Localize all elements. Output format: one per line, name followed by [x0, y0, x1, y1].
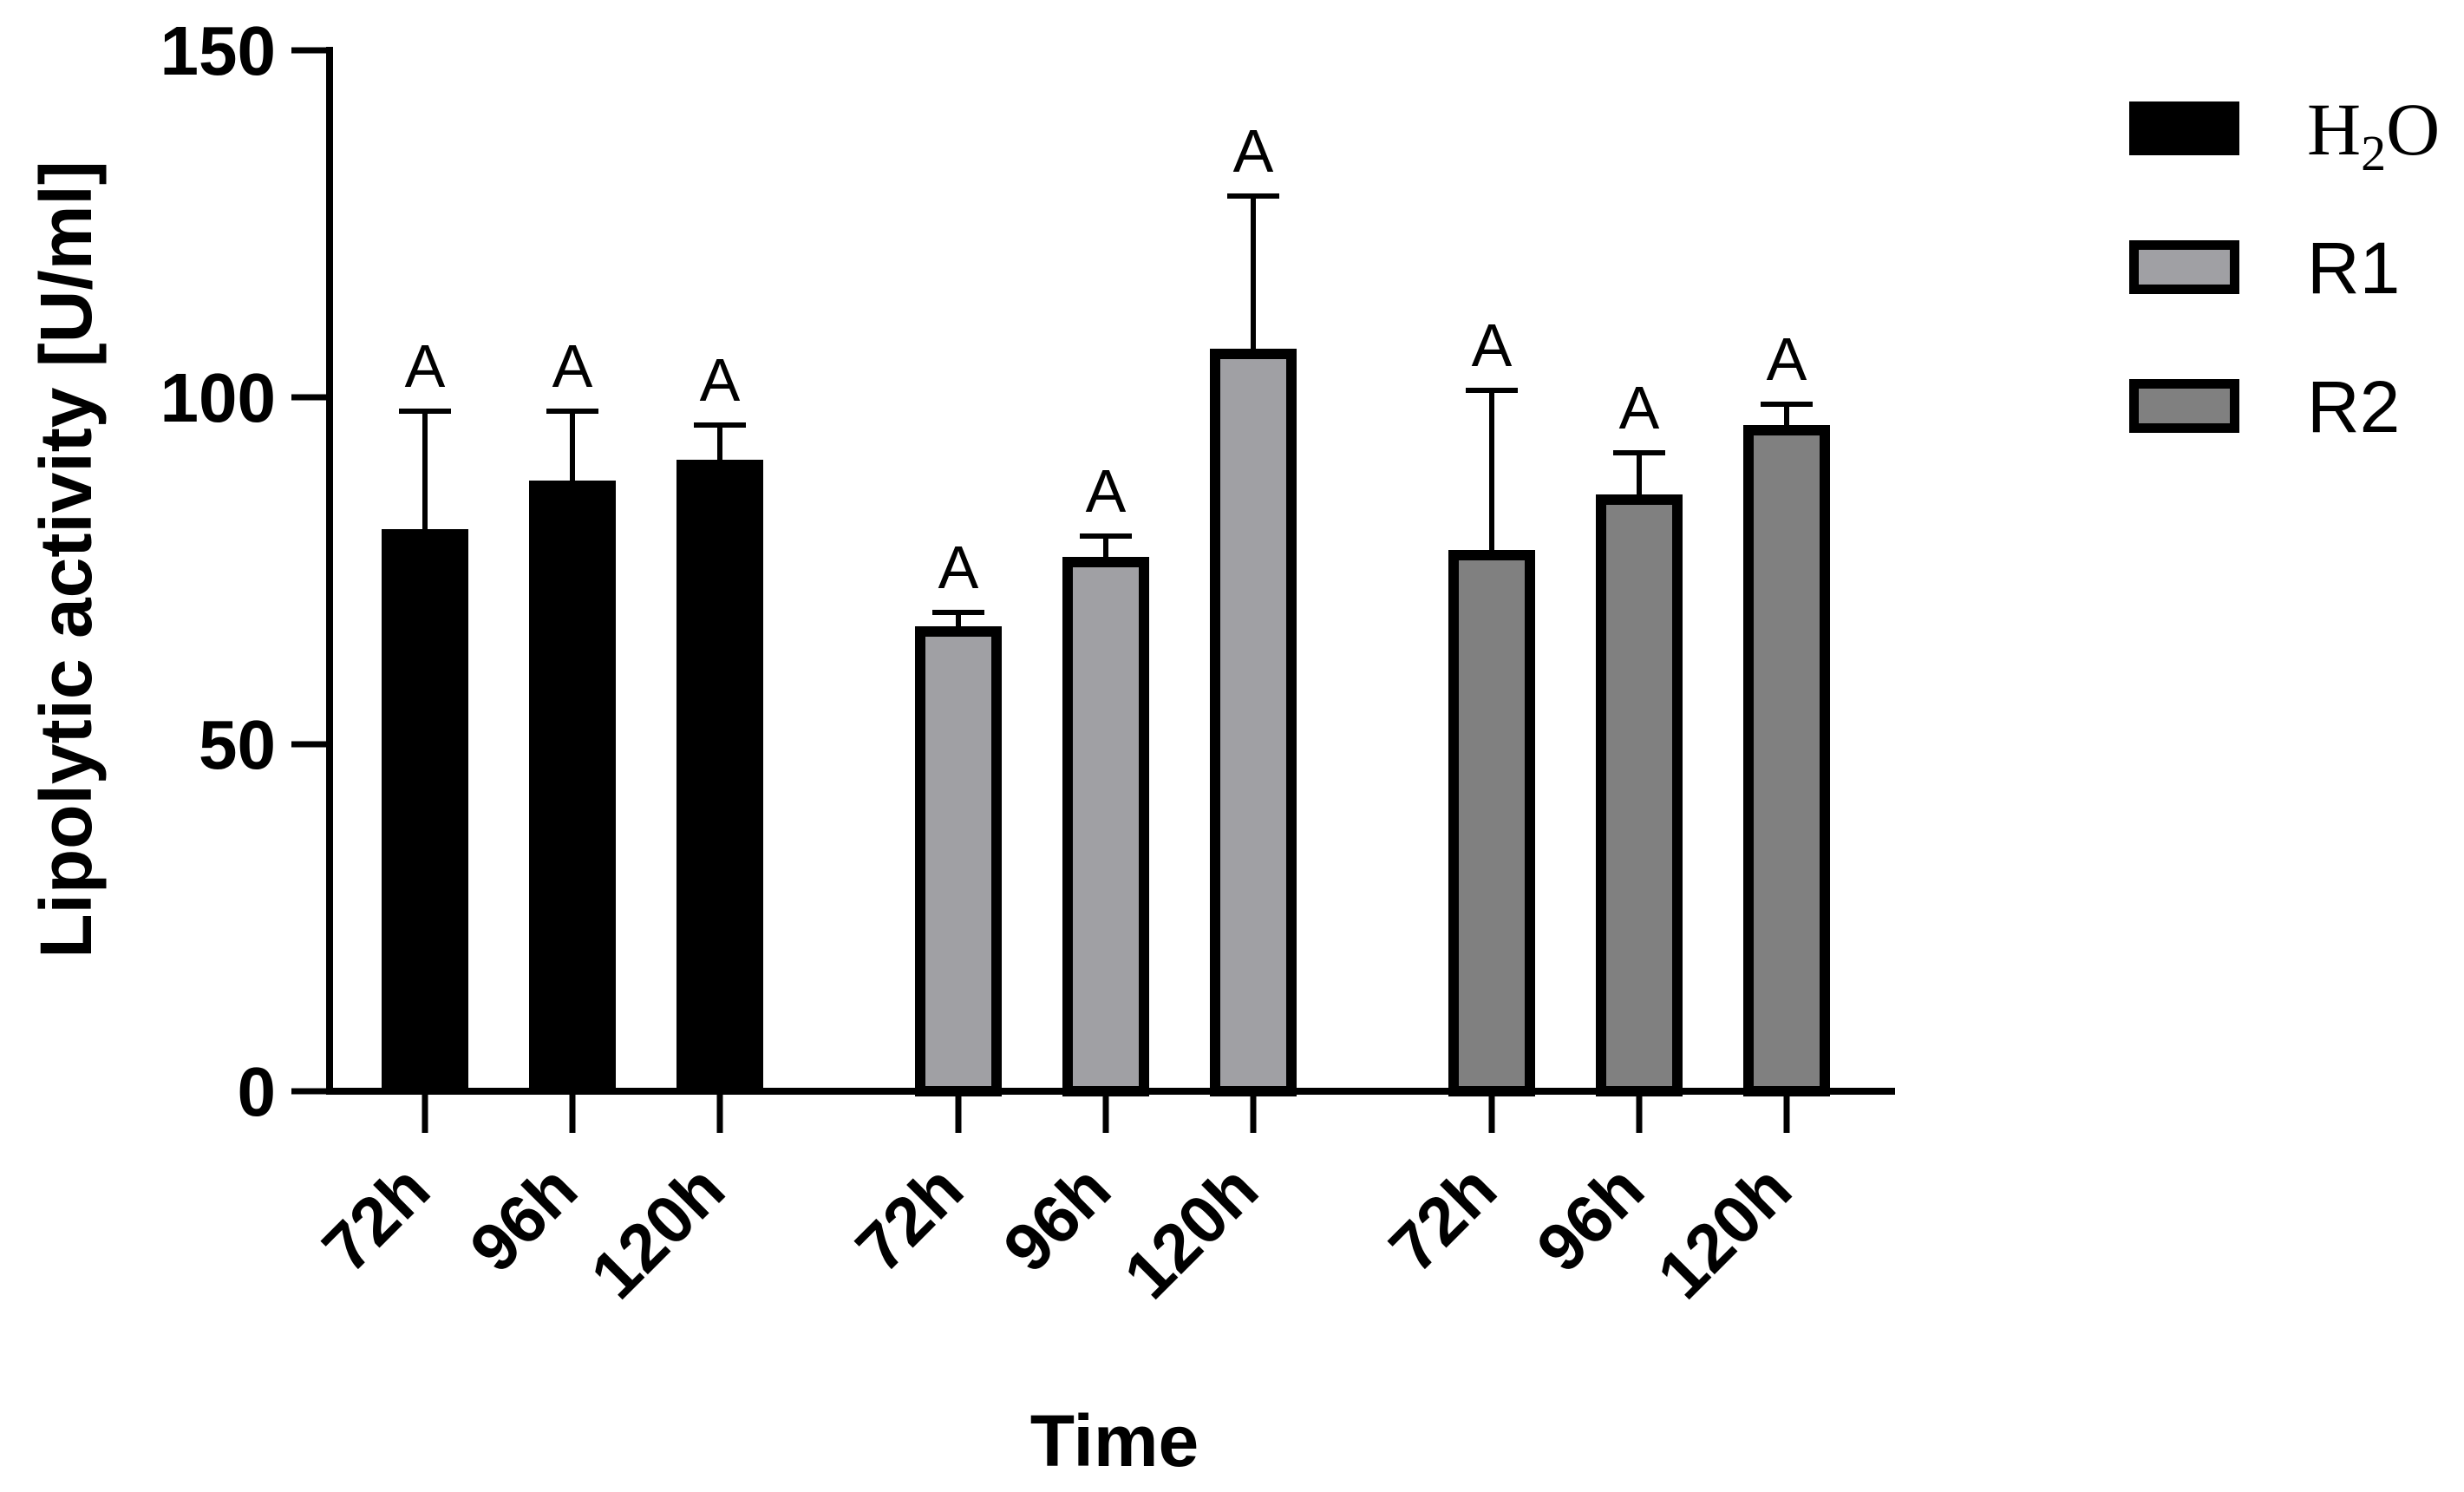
y-tick-label: 50 — [199, 706, 276, 783]
significance-label: A — [700, 346, 741, 414]
significance-label: A — [1233, 117, 1274, 185]
legend-swatch-r2 — [2129, 379, 2239, 433]
bar-r1-120h — [1210, 349, 1297, 1096]
bar-h2o-72h — [382, 529, 468, 1091]
bars-layer — [382, 349, 1830, 1096]
legend-swatch-h2o — [2129, 101, 2239, 155]
error-bars-layer — [399, 193, 1813, 626]
significance-label: A — [1472, 311, 1513, 379]
x-axis-title: Time — [1030, 1400, 1199, 1482]
legend-label-r2: R2 — [2307, 366, 2400, 448]
legend-swatch-r1 — [2129, 240, 2239, 294]
bar-r2-96h — [1596, 494, 1683, 1096]
legend-label-h2o: H2O — [2307, 88, 2440, 181]
x-tick-label: 120h — [1643, 1150, 1806, 1313]
significance-label: A — [1619, 374, 1660, 442]
x-tick-label: 120h — [1109, 1150, 1272, 1313]
legend-label-r1: R1 — [2307, 227, 2400, 309]
x-tick-label: 72h — [841, 1150, 977, 1286]
bar-r1-72h — [915, 626, 1002, 1096]
x-tick-label: 96h — [1522, 1150, 1658, 1286]
bar-h2o-96h — [529, 481, 616, 1091]
y-tick-label: 0 — [238, 1053, 277, 1130]
significance-label: A — [938, 533, 979, 601]
significance-label: A — [552, 332, 593, 400]
y-axis-title: Lipolytic activity [U/ml] — [25, 160, 107, 959]
bar-r1-96h — [1062, 557, 1149, 1096]
legend: H2O R1 R2 — [2129, 88, 2440, 448]
bar-r2-72h — [1448, 550, 1535, 1096]
x-tick-label: 120h — [576, 1150, 739, 1313]
bar-r2-120h — [1743, 425, 1830, 1096]
x-tick-label: 96h — [455, 1150, 591, 1286]
y-tick-label: 150 — [160, 12, 276, 89]
x-tick-label: 72h — [1375, 1150, 1511, 1286]
significance-label: A — [1767, 325, 1807, 393]
x-tick-label: 96h — [989, 1150, 1125, 1286]
x-tick-label: 72h — [308, 1150, 444, 1286]
y-tick-label: 100 — [160, 359, 276, 436]
bar-h2o-120h — [676, 460, 763, 1091]
significance-label: A — [1086, 457, 1127, 525]
significance-labels-layer: A A A A A A A A A — [405, 117, 1807, 601]
significance-label: A — [405, 332, 446, 400]
